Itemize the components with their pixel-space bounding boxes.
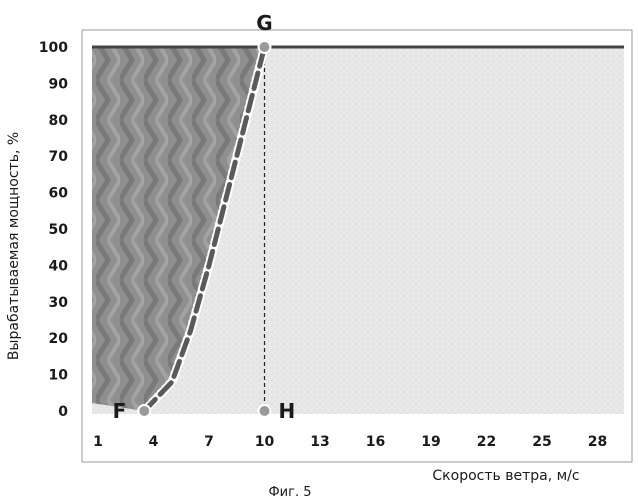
y-tick-label: 90 bbox=[49, 76, 69, 92]
x-tick-label: 28 bbox=[588, 434, 607, 450]
point-label-h: H bbox=[279, 399, 296, 423]
x-tick-label: 4 bbox=[149, 434, 159, 450]
x-tick-label: 13 bbox=[310, 434, 329, 450]
x-tick-label: 19 bbox=[421, 434, 440, 450]
y-tick-label: 60 bbox=[49, 186, 69, 202]
plot-area: F G H bbox=[92, 11, 624, 423]
point-marker-f bbox=[138, 405, 150, 417]
x-tick-label: 22 bbox=[477, 434, 496, 450]
point-marker-g bbox=[259, 41, 271, 53]
x-tick-label: 10 bbox=[255, 434, 275, 450]
y-tick-label: 100 bbox=[39, 40, 68, 56]
x-tick-label: 25 bbox=[532, 434, 551, 450]
point-marker-h bbox=[259, 405, 271, 417]
x-tick-label: 7 bbox=[204, 434, 214, 450]
y-axis-tick-labels: 0 10 20 30 40 50 60 70 80 90 100 bbox=[39, 40, 68, 420]
y-tick-label: 50 bbox=[49, 222, 69, 238]
point-label-g: G bbox=[256, 11, 272, 35]
y-axis-label: Вырабатываемая мощность, % bbox=[6, 132, 22, 360]
figure-caption: Фиг. 5 bbox=[268, 485, 311, 500]
x-tick-label: 16 bbox=[366, 434, 385, 450]
y-tick-label: 80 bbox=[49, 113, 69, 129]
x-tick-label: 1 bbox=[93, 434, 103, 450]
point-label-f: F bbox=[113, 399, 127, 423]
x-axis-label: Скорость ветра, м/с bbox=[432, 468, 579, 484]
x-axis-tick-labels: 1 4 7 10 13 16 19 22 25 28 bbox=[93, 434, 607, 450]
y-tick-label: 0 bbox=[58, 404, 68, 420]
y-tick-label: 30 bbox=[49, 295, 69, 311]
y-tick-label: 10 bbox=[49, 368, 69, 384]
y-tick-label: 40 bbox=[49, 258, 69, 274]
y-tick-label: 20 bbox=[49, 331, 69, 347]
y-tick-label: 70 bbox=[49, 149, 69, 165]
